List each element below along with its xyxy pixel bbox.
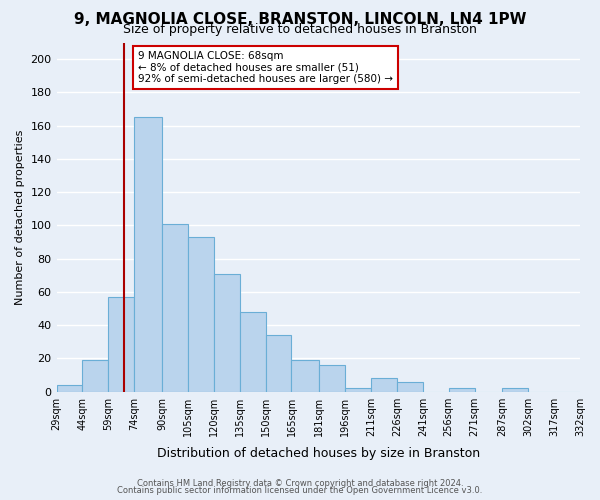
Bar	[292, 360, 319, 392]
Bar	[56, 385, 82, 392]
Y-axis label: Number of detached properties: Number of detached properties	[15, 130, 25, 305]
Text: 9, MAGNOLIA CLOSE, BRANSTON, LINCOLN, LN4 1PW: 9, MAGNOLIA CLOSE, BRANSTON, LINCOLN, LN…	[74, 12, 526, 27]
Bar	[134, 118, 162, 392]
Bar	[82, 360, 109, 392]
Bar	[502, 388, 528, 392]
Bar	[319, 365, 345, 392]
Bar	[397, 382, 423, 392]
X-axis label: Distribution of detached houses by size in Branston: Distribution of detached houses by size …	[157, 447, 480, 460]
Text: 9 MAGNOLIA CLOSE: 68sqm
← 8% of detached houses are smaller (51)
92% of semi-det: 9 MAGNOLIA CLOSE: 68sqm ← 8% of detached…	[138, 51, 393, 84]
Bar	[371, 378, 397, 392]
Bar	[188, 237, 214, 392]
Bar	[109, 297, 134, 392]
Bar	[266, 335, 292, 392]
Text: Size of property relative to detached houses in Branston: Size of property relative to detached ho…	[123, 24, 477, 36]
Text: Contains public sector information licensed under the Open Government Licence v3: Contains public sector information licen…	[118, 486, 482, 495]
Bar	[345, 388, 371, 392]
Bar	[449, 388, 475, 392]
Text: Contains HM Land Registry data © Crown copyright and database right 2024.: Contains HM Land Registry data © Crown c…	[137, 478, 463, 488]
Bar	[239, 312, 266, 392]
Bar	[162, 224, 188, 392]
Bar	[214, 274, 239, 392]
